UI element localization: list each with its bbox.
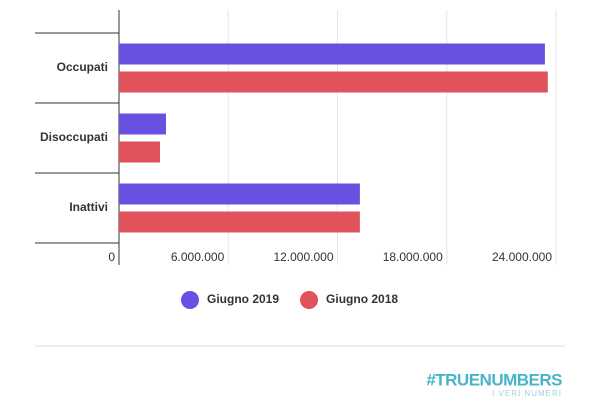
legend-label: Giugno 2018	[326, 292, 398, 306]
legend-label: Giugno 2019	[207, 292, 279, 306]
y-tick-label: Occupati	[57, 60, 108, 74]
bar	[119, 71, 548, 93]
bar	[119, 183, 360, 205]
y-tick-label: Disoccupati	[40, 130, 108, 144]
legend-marker	[181, 291, 199, 309]
x-tick-label: 12.000.000	[273, 250, 333, 264]
x-tick-label: 24.000.000	[492, 250, 552, 264]
bar	[119, 141, 160, 163]
y-tick-label: Inattivi	[69, 200, 108, 214]
x-tick-label: 0	[108, 250, 115, 264]
bar	[119, 211, 360, 233]
logo-subtitle: I VERI NUMERI	[492, 389, 562, 398]
logo-title: #TRUENUMBERS	[426, 370, 562, 389]
bar	[119, 43, 545, 65]
x-tick-label: 18.000.000	[383, 250, 443, 264]
bar	[119, 113, 166, 135]
legend-marker	[300, 291, 319, 309]
x-tick-label: 6.000.000	[171, 250, 225, 264]
